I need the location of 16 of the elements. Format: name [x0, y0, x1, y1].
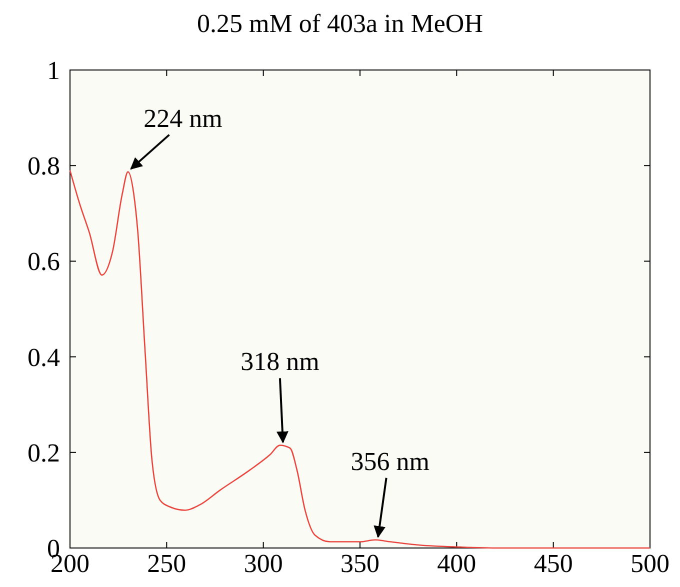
chart-title: 0.25 mM of 403a in MeOH	[197, 9, 484, 38]
annotation: 224 nm	[144, 104, 222, 133]
y-tick-label: 0.8	[28, 152, 60, 181]
x-tick-label: 350	[340, 549, 380, 578]
annotation: 356 nm	[350, 446, 430, 476]
annotation: 318 nm	[240, 347, 320, 376]
y-tick-label: 0.6	[28, 247, 60, 276]
x-tick-label: 450	[534, 549, 573, 578]
x-tick-label: 400	[437, 549, 476, 578]
y-tick-label: 0.2	[28, 438, 60, 468]
y-tick-label: 0.4	[28, 342, 60, 372]
x-tick-label: 300	[244, 549, 283, 578]
x-tick-label: 250	[147, 549, 186, 578]
x-tick-label: 500	[630, 549, 670, 578]
line-series	[69, 170, 651, 549]
y-tick-label: 1	[47, 56, 60, 85]
